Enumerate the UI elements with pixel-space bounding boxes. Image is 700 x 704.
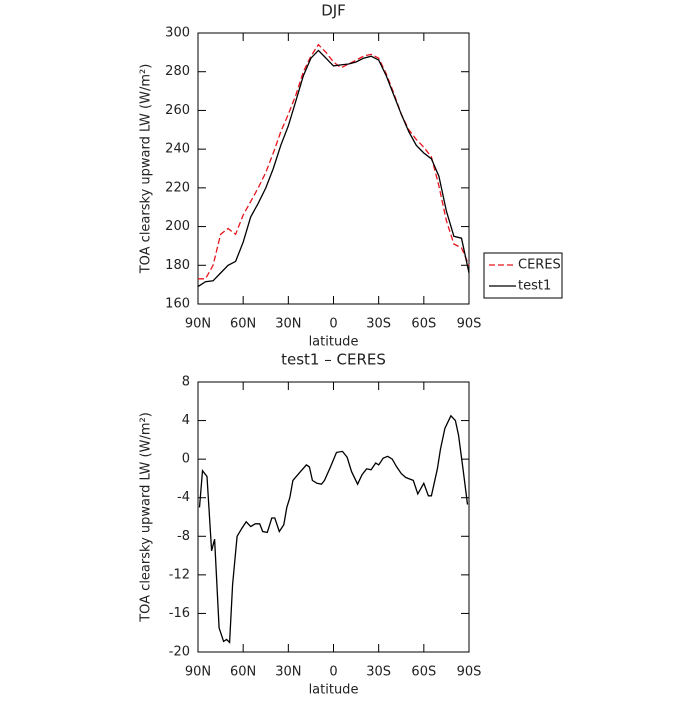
y-tick-label: 280 bbox=[165, 64, 190, 79]
y-tick-label: 300 bbox=[165, 26, 190, 41]
legend-label: CERES bbox=[518, 258, 561, 273]
y-axis-label: TOA clearsky upward LW (W/m²) bbox=[139, 412, 154, 623]
y-tick-label: -16 bbox=[169, 606, 190, 621]
x-tick-label: 30S bbox=[366, 317, 391, 332]
x-tick-label: 90N bbox=[185, 317, 211, 332]
y-tick-label: 4 bbox=[182, 413, 190, 428]
y-tick-label: -4 bbox=[177, 490, 190, 505]
data-line bbox=[198, 414, 469, 644]
x-tick-label: 90N bbox=[185, 665, 211, 680]
x-tick-label: 60S bbox=[411, 665, 436, 680]
x-tick-label: 60N bbox=[230, 665, 256, 680]
y-tick-label: -20 bbox=[169, 645, 190, 660]
x-tick-label: 0 bbox=[329, 665, 337, 680]
plot-frame bbox=[197, 381, 470, 653]
data-line bbox=[198, 43, 470, 280]
x-tick-label: 90S bbox=[457, 317, 482, 332]
x-tick-label: 30N bbox=[275, 665, 301, 680]
x-axis-label: latitude bbox=[309, 683, 359, 698]
y-tick-label: 160 bbox=[165, 297, 190, 312]
data-line bbox=[197, 49, 470, 288]
plot-frame bbox=[197, 32, 470, 305]
y-tick-label: 200 bbox=[165, 219, 190, 234]
x-tick-label: 0 bbox=[329, 317, 337, 332]
y-tick-label: -12 bbox=[169, 567, 190, 582]
y-tick-label: -8 bbox=[177, 529, 190, 544]
x-axis-label: latitude bbox=[309, 335, 359, 350]
x-tick-label: 60N bbox=[230, 317, 256, 332]
x-tick-label: 90S bbox=[457, 665, 482, 680]
y-tick-label: 260 bbox=[165, 103, 190, 118]
y-axis-label: TOA clearsky upward LW (W/m²) bbox=[139, 64, 154, 275]
x-tick-label: 30N bbox=[275, 317, 301, 332]
y-tick-label: 180 bbox=[165, 258, 190, 273]
y-tick-label: 220 bbox=[165, 180, 190, 195]
y-tick-label: 240 bbox=[165, 142, 190, 157]
chart-title: test1 – CERES bbox=[281, 351, 386, 369]
legend-label: test1 bbox=[518, 279, 551, 294]
x-tick-label: 30S bbox=[366, 665, 391, 680]
x-tick-label: 60S bbox=[411, 317, 436, 332]
legend-box bbox=[483, 252, 563, 299]
y-tick-label: 0 bbox=[182, 452, 190, 467]
y-tick-label: 8 bbox=[182, 375, 190, 390]
chart-title: DJF bbox=[321, 2, 346, 20]
